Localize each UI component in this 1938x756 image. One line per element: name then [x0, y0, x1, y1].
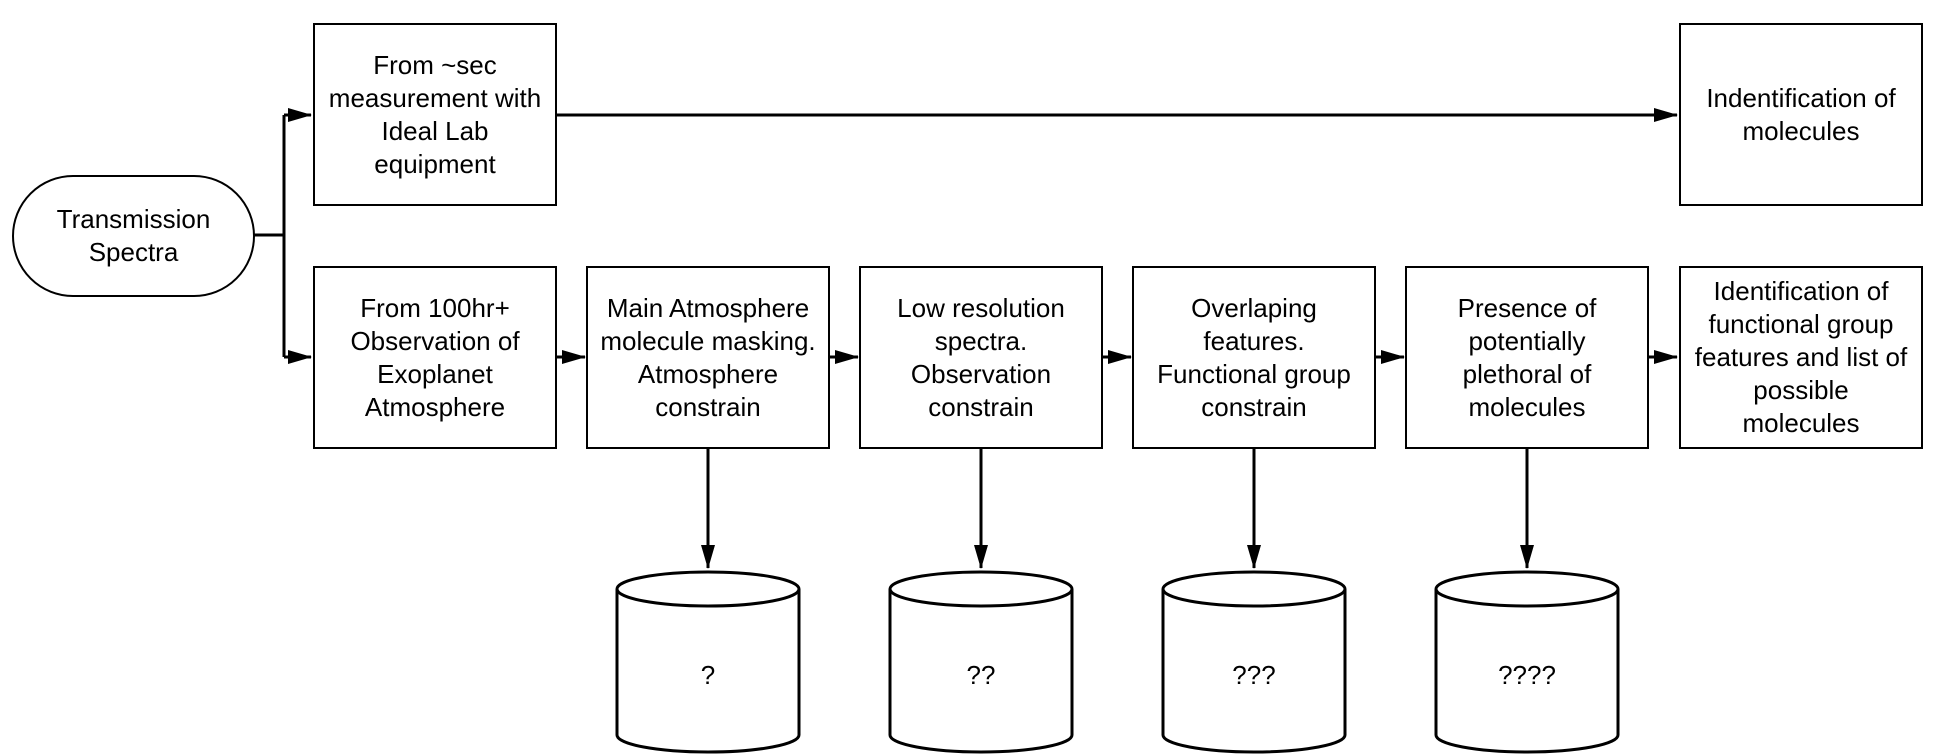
observation-step-2: Main Atmosphere molecule masking. Atmosp… — [586, 266, 830, 449]
observation-step-1-label: From 100hr+ Observation of Exoplanet Atm… — [350, 292, 520, 422]
observation-step-2-label: Main Atmosphere molecule masking. Atmosp… — [600, 292, 816, 422]
start-terminal: Transmission Spectra — [12, 175, 255, 297]
observation-step-3-label: Low resolution spectra. Observation cons… — [897, 292, 1065, 422]
observation-step-6-label: Identification of functional group featu… — [1694, 276, 1908, 438]
observation-step-3: Low resolution spectra. Observation cons… — [859, 266, 1103, 449]
observation-step-4-label: Overlaping features. Functional group co… — [1157, 292, 1351, 422]
observation-step-5: Presence of potentially plethoral of mol… — [1405, 266, 1649, 449]
lab-measurement-label: From ~sec measurement with Ideal Lab equ… — [328, 49, 542, 179]
observation-step-1: From 100hr+ Observation of Exoplanet Atm… — [313, 266, 557, 449]
observation-step-4: Overlaping features. Functional group co… — [1132, 266, 1376, 449]
molecule-identification-box: Indentification of molecules — [1679, 23, 1923, 206]
store-cylinder-4 — [1434, 570, 1620, 754]
store-label-1: ? — [700, 659, 716, 690]
start-terminal-label: Transmission Spectra — [56, 204, 211, 267]
observation-step-6: Identification of functional group featu… — [1679, 266, 1923, 449]
store-cylinder-3 — [1161, 570, 1347, 754]
observation-step-5-label: Presence of potentially plethoral of mol… — [1457, 292, 1597, 422]
store-cylinder-2 — [888, 570, 1074, 754]
store-label-2: ?? — [966, 659, 996, 690]
molecule-identification-label: Indentification of molecules — [1706, 82, 1896, 146]
store-cylinder-1 — [615, 570, 801, 754]
lab-measurement-box: From ~sec measurement with Ideal Lab equ… — [313, 23, 557, 206]
store-label-4: ???? — [1498, 659, 1556, 690]
store-label-3: ??? — [1232, 659, 1276, 690]
